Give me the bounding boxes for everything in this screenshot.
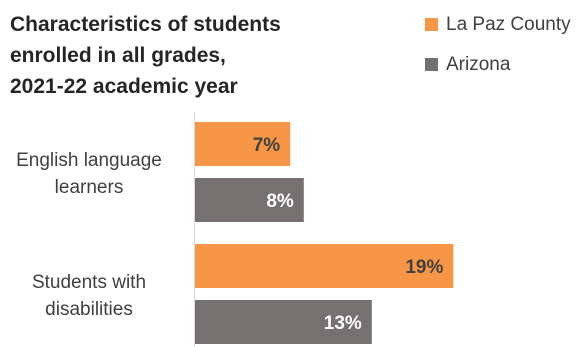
chart-title-line-1: Characteristics of students (10, 13, 281, 36)
chart-title-line-3: 2021-22 academic year (10, 75, 238, 98)
chart-title-line-2: enrolled in all grades, (10, 44, 226, 67)
value-label-la-paz-county-students-with-disabilities: 19% (405, 257, 443, 278)
bar-la-paz-county-english-language-learners (195, 122, 291, 166)
legend-swatch-arizona (425, 58, 438, 71)
value-label-arizona-students-with-disabilities: 13% (324, 313, 362, 334)
value-label-la-paz-county-english-language-learners: 7% (253, 135, 281, 156)
category-label-students-with-disabilities-line-2: disabilities (45, 299, 133, 320)
legend-label-la-paz-county: La Paz County (446, 14, 571, 35)
category-label-english-language-learners-line-1: English language (16, 150, 162, 171)
bar-arizona-english-language-learners (195, 178, 304, 222)
bar-arizona-students-with-disabilities (195, 300, 372, 344)
bar-la-paz-county-students-with-disabilities (195, 244, 454, 288)
category-label-students-with-disabilities-line-1: Students with (32, 272, 146, 293)
category-label-english-language-learners-line-2: learners (55, 177, 124, 198)
legend-swatch-la-paz-county (425, 18, 438, 31)
value-label-arizona-english-language-learners: 8% (266, 191, 294, 212)
legend-label-arizona: Arizona (446, 54, 511, 75)
